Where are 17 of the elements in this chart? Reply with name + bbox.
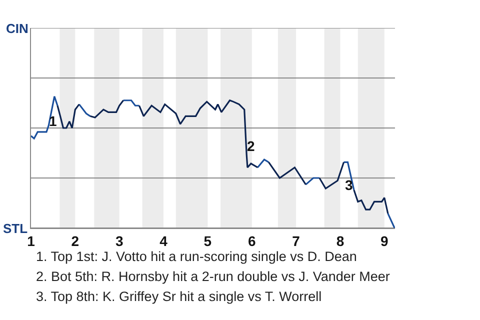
annotation: 1 [49,113,57,129]
x-tick-label: 2 [71,232,80,249]
text: 2. Bot 5th: R. Hornsby hit a 2-run double vs J. Vander Meer [36,269,390,284]
ref-line-label: STL [3,221,28,236]
x-tick-label: 1 [27,232,36,249]
ref-line-label: CIN [6,21,28,36]
x-tick-label: 7 [292,232,300,249]
text: 3. Top 8th: K. Griffey Sr hit a single vs T. Worrell [36,289,322,304]
x-tick-label: 9 [380,232,388,249]
x-tick-label: 8 [336,232,344,249]
x-tick-label: 6 [248,232,256,249]
x-tick-label: 4 [160,232,168,249]
text: 1. Top 1st: J. Votto hit a run-scoring single vs D. Dean [36,249,357,264]
x-tick-label: 3 [115,232,124,249]
annotation: 2 [247,138,255,154]
annotation: 3 [345,177,353,193]
x-tick-label: 5 [204,232,212,249]
